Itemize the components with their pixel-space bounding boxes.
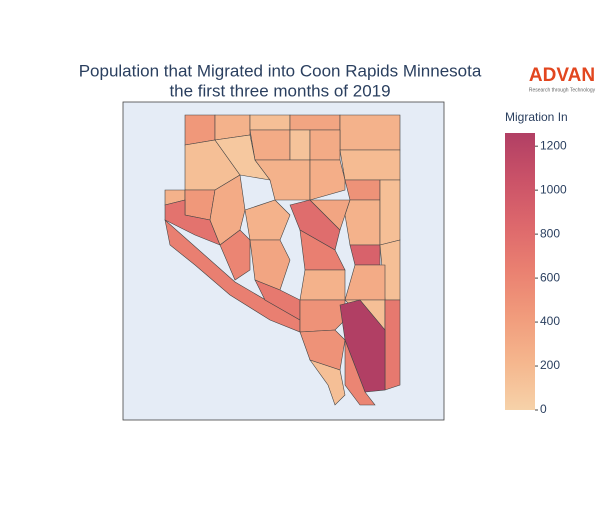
region [244, 199, 291, 241]
region [344, 199, 381, 246]
region [309, 129, 341, 161]
colorbar-tick-label: 1000 [540, 182, 567, 196]
region [289, 129, 311, 161]
region [309, 159, 346, 201]
chart-subtitle: the first three months of 2019 [169, 81, 390, 100]
colorbar-tick-label: 1200 [540, 138, 567, 152]
region [339, 114, 401, 151]
region [299, 329, 346, 371]
region [309, 359, 346, 406]
colorbar [505, 133, 535, 410]
region [379, 179, 401, 246]
colorbar-tick-label: 200 [540, 358, 560, 372]
region [384, 299, 401, 391]
region [289, 199, 341, 251]
logo-tagline: Research through Technology [529, 87, 596, 93]
colorbar-tick-label: 800 [540, 226, 560, 240]
region [299, 299, 346, 333]
region [299, 269, 346, 301]
region [349, 244, 381, 266]
region [339, 149, 401, 181]
region [249, 129, 291, 161]
region [344, 339, 376, 406]
colorbar-tick-label: 400 [540, 314, 560, 328]
chart-title: Population that Migrated into Coon Rapid… [79, 61, 482, 80]
region [219, 229, 251, 281]
colorbar-tick-label: 600 [540, 270, 560, 284]
region [344, 179, 381, 201]
region [254, 159, 311, 201]
logo-name: ADVAN [529, 65, 595, 86]
region [249, 239, 291, 291]
colorbar-title: Migration In [505, 110, 568, 124]
colorbar-tick-label: 0 [540, 402, 547, 416]
region [249, 114, 291, 131]
region [164, 219, 301, 333]
region [289, 114, 341, 131]
